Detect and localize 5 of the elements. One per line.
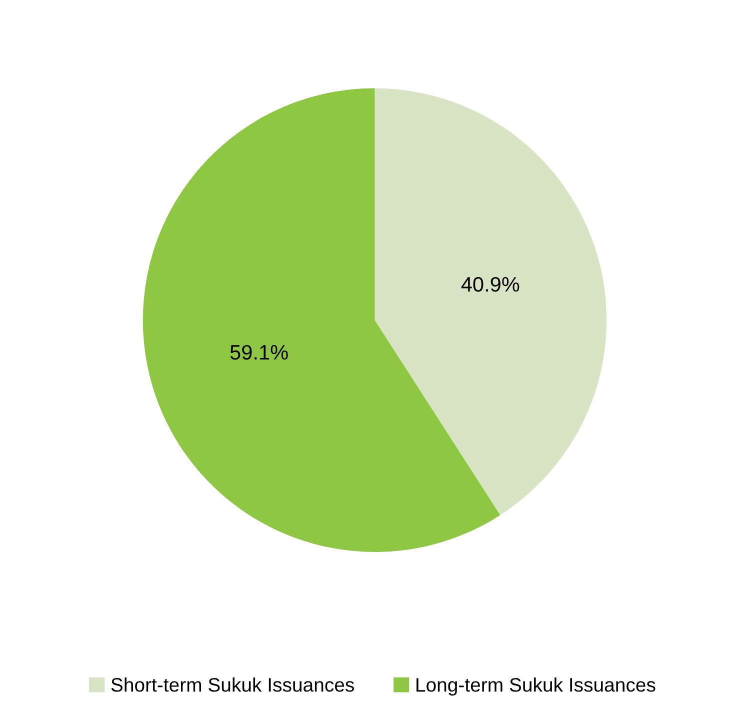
legend-label: Short-term Sukuk Issuances bbox=[111, 677, 354, 692]
pie-slice bbox=[374, 88, 607, 516]
data-label: 40.9% bbox=[461, 276, 520, 292]
legend-label: Long-term Sukuk Issuances bbox=[416, 677, 656, 696]
data-label: 59.1% bbox=[230, 344, 288, 360]
